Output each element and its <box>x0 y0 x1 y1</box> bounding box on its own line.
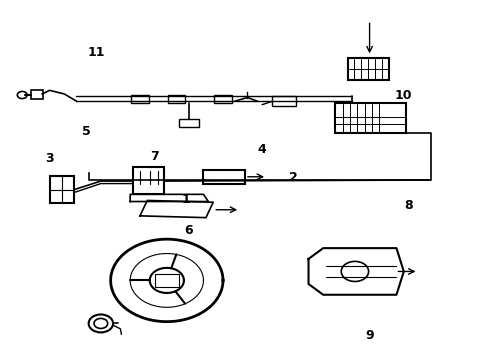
Bar <box>335 103 406 134</box>
Text: 4: 4 <box>258 143 267 156</box>
Text: 7: 7 <box>150 150 159 163</box>
Bar <box>168 95 185 103</box>
Text: 10: 10 <box>395 89 413 102</box>
Text: 5: 5 <box>82 125 91 138</box>
Bar <box>31 90 43 99</box>
Text: 9: 9 <box>365 329 374 342</box>
Text: 1: 1 <box>182 193 191 206</box>
Text: 3: 3 <box>45 152 54 165</box>
Text: 6: 6 <box>185 224 193 237</box>
Bar <box>214 95 232 103</box>
Bar <box>179 119 198 127</box>
Bar <box>272 96 296 107</box>
Bar <box>155 274 179 287</box>
Bar <box>203 170 245 184</box>
Text: 2: 2 <box>290 171 298 184</box>
Bar <box>133 167 164 194</box>
Text: 11: 11 <box>87 46 105 59</box>
Text: 8: 8 <box>404 199 413 212</box>
Bar <box>347 58 389 80</box>
Bar <box>49 176 74 203</box>
Bar <box>131 95 149 103</box>
